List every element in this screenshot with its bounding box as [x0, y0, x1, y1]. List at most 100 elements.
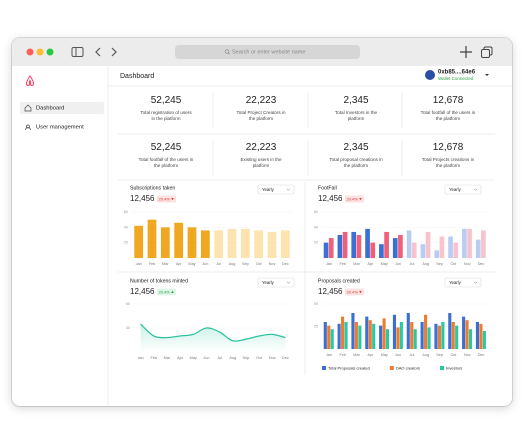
maximize-button[interactable]	[46, 48, 54, 56]
home-icon	[24, 104, 32, 112]
bar	[448, 313, 452, 349]
x-tick-label: Sep	[436, 353, 443, 357]
line	[140, 323, 286, 342]
bar	[439, 236, 445, 258]
stat-label: Total Project Creators in the platform	[236, 110, 286, 121]
period-dropdown[interactable]	[257, 277, 295, 288]
y-tick-label: 20	[314, 241, 318, 245]
x-tick-label: Jul	[409, 262, 414, 266]
x-tick-label: Nov	[269, 356, 276, 360]
chart-total: 12,456	[130, 194, 155, 203]
bar	[482, 331, 486, 349]
dropdown-caret	[286, 188, 291, 191]
x-tick-label: Jan	[138, 356, 144, 360]
x-tick-label: Sep	[242, 262, 249, 266]
bar	[147, 219, 157, 258]
y-tick-label: 50	[314, 302, 318, 306]
x-tick-label: Dec	[282, 356, 289, 360]
bar	[425, 231, 431, 258]
bar	[424, 314, 428, 349]
bar	[382, 318, 386, 349]
period-dropdown[interactable]	[257, 184, 295, 195]
active-nav-bg	[20, 102, 104, 114]
x-tick-label: Mar	[164, 356, 171, 360]
y-tick-label: 25	[314, 325, 318, 329]
legend-swatch	[322, 366, 326, 370]
bar	[410, 322, 414, 349]
back-button[interactable]	[95, 47, 101, 57]
bar	[420, 244, 426, 258]
x-tick-label: Nov	[464, 353, 471, 357]
stat-value: 12,678	[432, 142, 464, 153]
stat-card: 2,345 Total Investors in the platform	[316, 95, 396, 122]
bar	[240, 228, 250, 258]
bar	[337, 323, 341, 349]
logo[interactable]	[25, 75, 35, 86]
address-bar[interactable]	[175, 45, 360, 59]
x-tick-label: Dec	[478, 262, 485, 266]
bar	[451, 322, 455, 349]
period-dropdown[interactable]	[444, 184, 482, 195]
bar	[462, 228, 467, 258]
bar	[406, 230, 412, 258]
chart-total: 12,456	[318, 287, 343, 296]
x-tick-label: Feb	[149, 262, 156, 266]
x-tick-label: Nov	[269, 262, 276, 266]
stat-label: Total registration of users in the platf…	[140, 110, 192, 121]
bar	[330, 329, 334, 349]
bar	[323, 242, 329, 258]
stat-card: 22,223 Existing users in the platform	[221, 142, 301, 169]
address-placeholder: Search or enter website name	[232, 49, 305, 55]
period-label: Yearly	[262, 280, 275, 285]
bar	[398, 235, 403, 258]
x-tick-label: Jun	[395, 353, 401, 357]
stat-card: 12,678 Total Projects creations in the pl…	[408, 142, 488, 169]
change-value: 20.4%	[159, 289, 171, 294]
bar	[448, 236, 453, 258]
bar	[356, 235, 362, 258]
dropdown-caret	[473, 281, 478, 284]
bar	[427, 327, 431, 349]
x-tick-label: Jan	[136, 262, 142, 266]
change-badge	[345, 288, 364, 296]
x-tick-label: Oct	[450, 353, 457, 357]
bar	[351, 313, 355, 349]
line-area	[140, 324, 286, 352]
period-label: Yearly	[449, 280, 462, 285]
period-label: Yearly	[449, 187, 462, 192]
bar	[481, 230, 486, 258]
bar	[227, 228, 237, 258]
sidebar-toggle[interactable]	[71, 47, 84, 57]
wallet-menu[interactable]	[485, 74, 489, 76]
chart-title: Proposals created	[318, 278, 360, 284]
forward-button[interactable]	[111, 47, 117, 57]
stat-label: Total proposal creations in the platform	[329, 157, 383, 168]
new-tab-button[interactable]	[460, 46, 472, 58]
stat-label: Total Projects creations in the platform	[421, 157, 475, 168]
stat-value: 12,678	[432, 95, 464, 106]
bar	[134, 225, 144, 258]
minimize-button[interactable]	[36, 48, 44, 56]
x-tick-label: Oct	[256, 356, 263, 360]
x-tick-label: Jul	[216, 262, 221, 266]
period-dropdown[interactable]	[444, 277, 482, 288]
x-tick-label: Feb	[339, 262, 346, 266]
bar	[434, 323, 438, 349]
chart-title: Subscriptions taken	[130, 185, 175, 191]
stat-dividers	[118, 92, 495, 375]
stat-card: 2,345 Total proposal creations in the pla…	[316, 142, 396, 169]
nav-item[interactable]: Dashboard	[36, 106, 64, 112]
x-tick-label: Jun	[203, 356, 209, 360]
x-tick-label: Mar	[353, 353, 360, 357]
change-value: 20.4%	[159, 196, 171, 201]
chart-total: 12,456	[130, 287, 155, 296]
nav-item[interactable]: User management	[36, 125, 84, 131]
x-tick-label: Apr	[177, 356, 184, 360]
close-button[interactable]	[26, 48, 34, 56]
bar	[160, 227, 170, 258]
tabs-button[interactable]	[481, 46, 493, 58]
legend-label: Total Proposals created	[328, 365, 370, 370]
chart-title: Number of tokens minted	[130, 278, 188, 284]
bar	[453, 242, 459, 258]
x-tick-label: Feb	[150, 356, 157, 360]
